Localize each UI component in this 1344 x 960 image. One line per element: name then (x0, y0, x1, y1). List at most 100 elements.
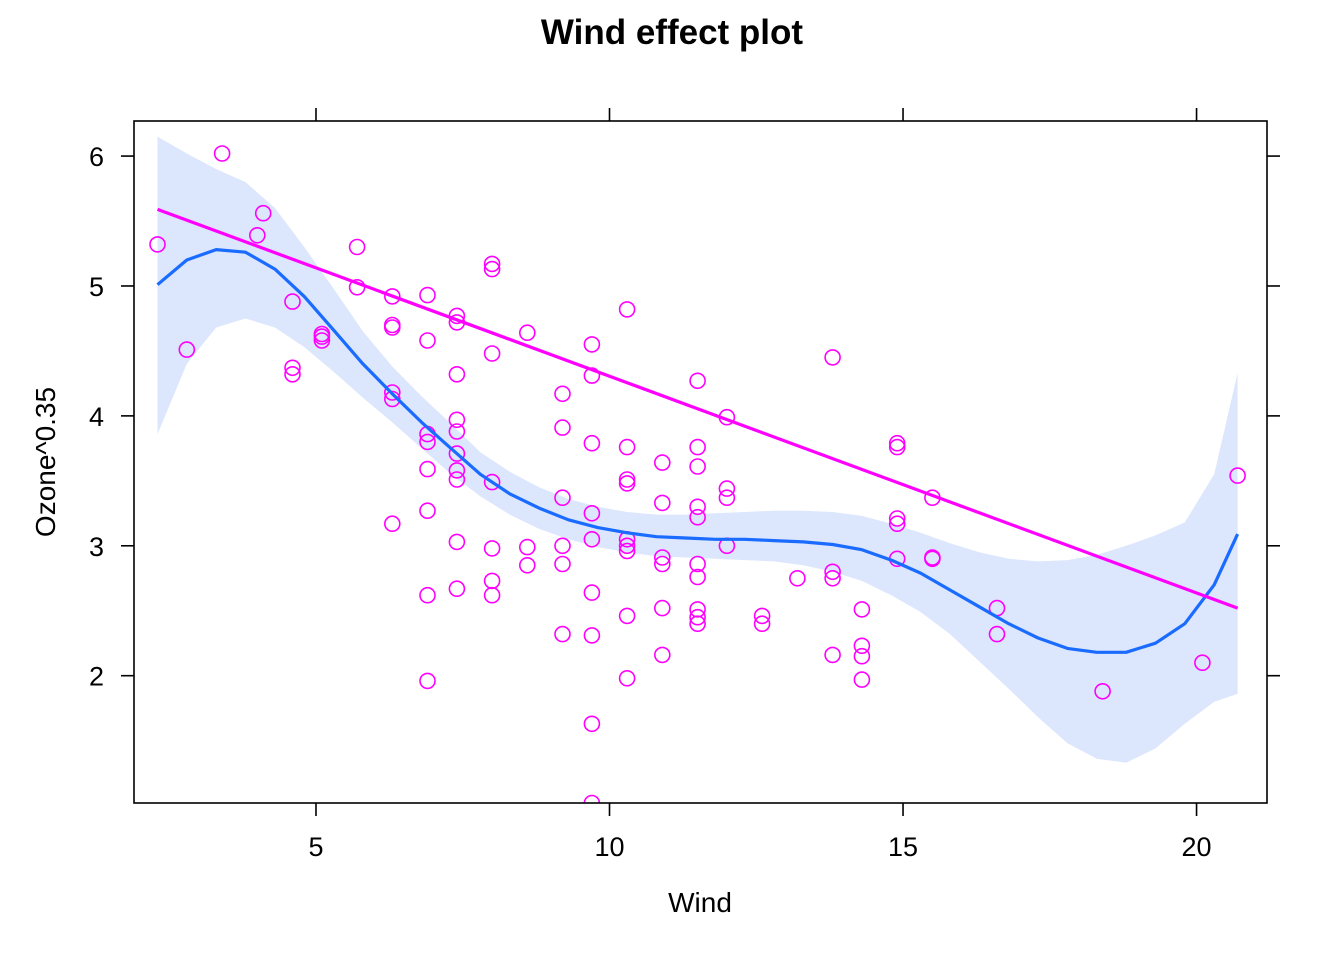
data-point (149, 236, 166, 253)
y-tick-label: 5 (89, 272, 104, 302)
data-point (653, 646, 671, 664)
data-point (554, 419, 571, 436)
x-tick-label: 10 (594, 832, 624, 862)
data-point (284, 365, 301, 383)
data-point (554, 385, 571, 403)
data-point (554, 537, 571, 555)
plot-frame (133, 120, 1268, 804)
data-point (583, 794, 601, 803)
data-point (618, 471, 636, 488)
data-point (583, 336, 601, 353)
chart-title: Wind effect plot (541, 13, 804, 52)
confidence-band (157, 136, 1238, 763)
data-point (313, 332, 331, 349)
data-point (824, 349, 841, 366)
data-point (213, 145, 231, 162)
data-point (448, 365, 466, 383)
data-point (689, 372, 706, 390)
data-point (718, 480, 736, 497)
data-point (988, 625, 1006, 643)
data-point (419, 502, 436, 520)
data-point (853, 647, 871, 665)
data-point (618, 438, 636, 456)
data-point (689, 458, 706, 475)
data-point (448, 462, 466, 479)
data-point (824, 563, 841, 581)
data-point (888, 438, 906, 456)
data-point (689, 498, 706, 516)
data-point (653, 555, 671, 573)
x-tick-label: 15 (888, 832, 918, 862)
data-point (518, 556, 536, 574)
data-point (284, 293, 301, 310)
data-point (483, 572, 501, 590)
data-point (483, 540, 501, 557)
data-point (583, 584, 601, 601)
data-point (753, 607, 771, 625)
data-point (1194, 654, 1211, 672)
linear-fit-line (156, 207, 1239, 610)
data-point (583, 627, 601, 644)
data-point (383, 515, 401, 533)
y-tick-label: 3 (89, 532, 104, 562)
data-point (419, 286, 436, 304)
data-point (419, 586, 436, 604)
data-point (653, 454, 671, 471)
data-point (483, 260, 501, 278)
data-point (448, 533, 466, 551)
data-point (689, 568, 706, 586)
data-point (618, 542, 636, 560)
data-point (419, 433, 436, 451)
data-point (689, 438, 706, 456)
data-point (1094, 682, 1111, 700)
data-point (824, 646, 841, 664)
x-tick-label: 20 (1182, 832, 1212, 862)
data-point (419, 672, 436, 690)
data-point (448, 423, 466, 440)
data-point (383, 384, 401, 401)
data-point (583, 504, 601, 522)
data-point (718, 489, 736, 507)
data-point (689, 608, 706, 626)
data-point (888, 515, 906, 533)
data-point (653, 549, 671, 566)
data-point (583, 715, 601, 733)
data-point (888, 510, 906, 527)
y-tick-label: 4 (89, 402, 104, 432)
data-point (888, 434, 906, 452)
data-point (753, 615, 771, 633)
data-point (824, 569, 841, 587)
data-point (618, 607, 636, 625)
data-point (483, 255, 501, 273)
data-point (448, 580, 466, 598)
data-point (313, 328, 331, 345)
y-axis-label: Ozone^0.35 (30, 387, 61, 537)
data-point (853, 601, 871, 618)
data-point (518, 324, 536, 342)
data-point (853, 671, 871, 688)
data-point (419, 332, 436, 349)
data-point (178, 341, 196, 358)
data-point (618, 301, 636, 318)
data-point (689, 508, 706, 526)
data-point (483, 586, 501, 604)
data-point (618, 669, 636, 687)
data-point (483, 473, 501, 491)
plot-content (149, 136, 1246, 803)
data-point (254, 204, 272, 222)
data-point (448, 471, 466, 488)
y-tick-label: 6 (89, 142, 104, 172)
data-point (583, 530, 601, 548)
data-point (348, 238, 366, 256)
data-point (419, 460, 436, 478)
data-point (483, 345, 501, 362)
data-point (583, 434, 601, 452)
x-axis-label: Wind (668, 887, 732, 918)
data-point (1229, 467, 1246, 484)
data-point (518, 538, 536, 556)
y-tick-label: 2 (89, 662, 104, 692)
data-point (653, 494, 671, 512)
data-point (383, 288, 401, 305)
x-tick-label: 5 (308, 832, 323, 862)
